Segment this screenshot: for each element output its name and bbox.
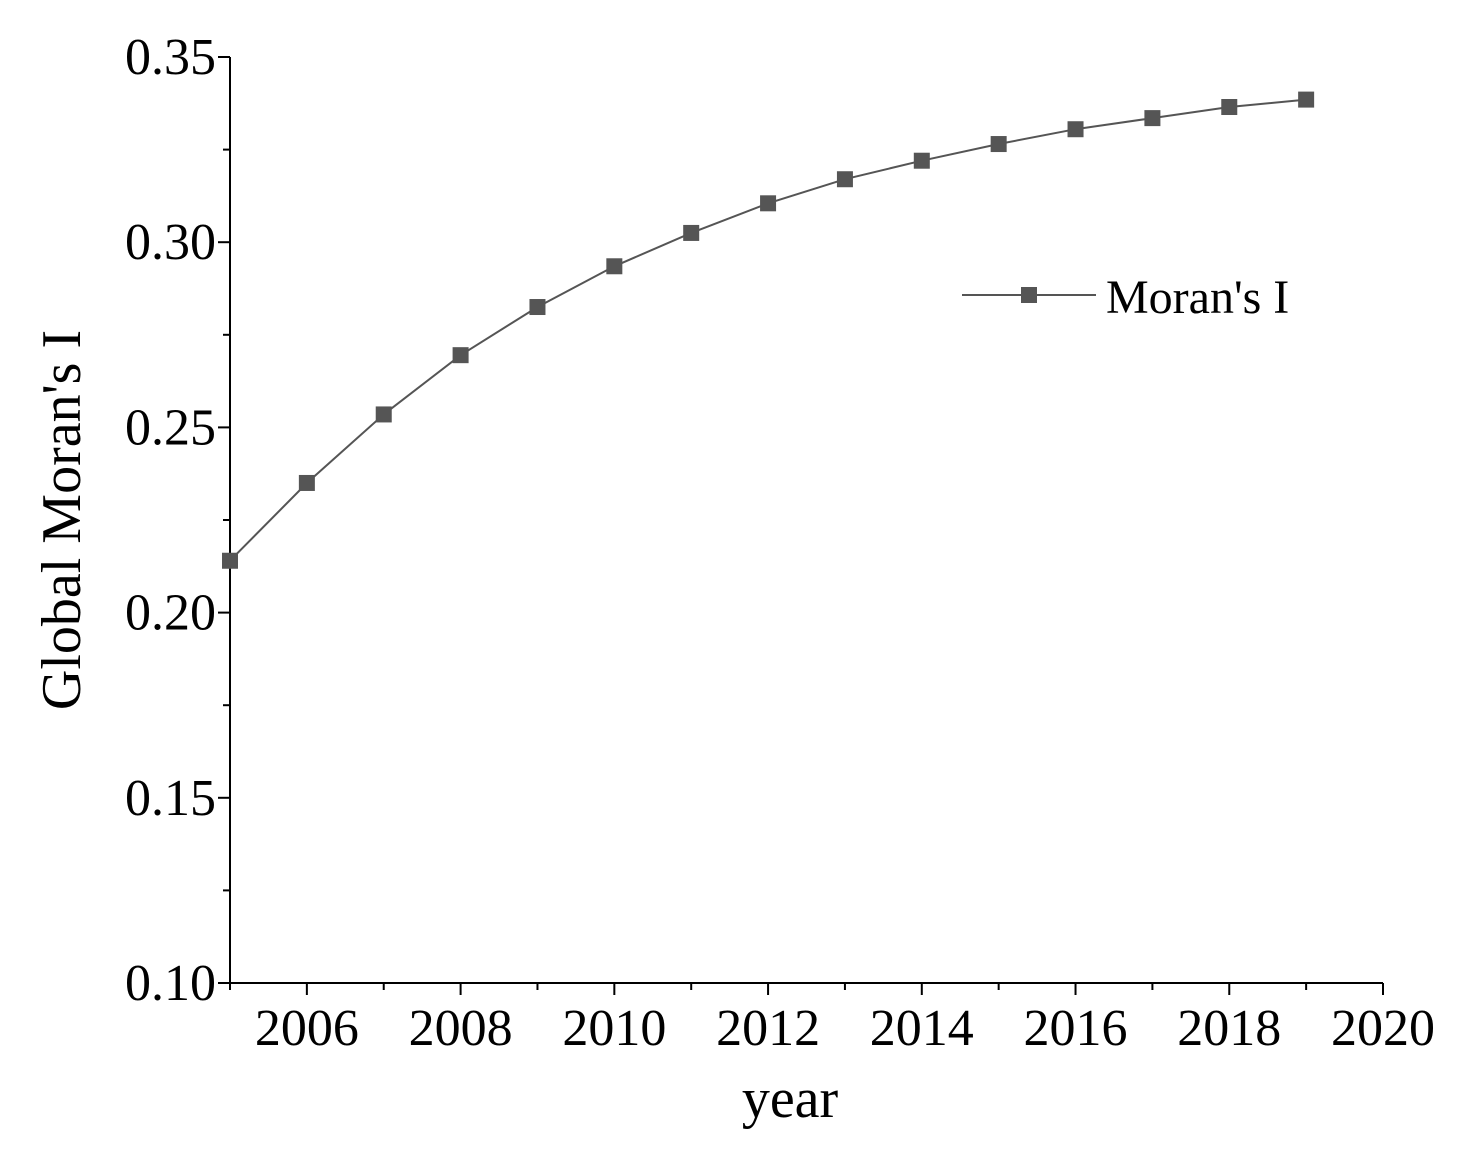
y-tick-label: 0.35 (125, 29, 216, 86)
data-point (836, 171, 853, 188)
x-tick-label: 2006 (255, 1000, 359, 1057)
x-axis-title: year (742, 1068, 839, 1130)
data-point (683, 224, 700, 241)
legend-marker (1021, 287, 1037, 303)
data-point (990, 136, 1007, 153)
data-point (913, 152, 930, 169)
x-tick-label: 2014 (870, 1000, 974, 1057)
data-point (222, 552, 238, 569)
y-tick-label: 0.25 (125, 399, 216, 456)
legend: Moran's I (962, 271, 1289, 324)
axes (229, 57, 1383, 984)
x-tick-label: 2016 (1024, 1000, 1128, 1057)
y-tick-label: 0.20 (125, 585, 216, 642)
x-axis-ticks: 2006 2008 2010 2012 2014 2016 2018 2020 (229, 983, 1435, 1057)
series-line (229, 98, 1307, 562)
data-point (606, 258, 623, 275)
x-tick-label: 2010 (562, 1000, 666, 1057)
y-axis-ticks: 0.10 0.15 0.20 0.25 0.30 0.35 (125, 29, 230, 1012)
y-tick-label: 0.15 (125, 770, 216, 827)
data-point (529, 299, 546, 316)
x-tick-label: 2020 (1331, 1000, 1435, 1057)
data-point (452, 347, 469, 364)
legend-label: Moran's I (1106, 271, 1289, 324)
x-tick-label: 2012 (716, 1000, 820, 1057)
y-tick-label: 0.10 (125, 955, 216, 1012)
data-point (760, 195, 777, 212)
plot-area (222, 91, 1315, 569)
data-point (1298, 91, 1315, 108)
y-axis-title: Global Moran's I (31, 330, 93, 710)
x-tick-label: 2018 (1177, 1000, 1281, 1057)
data-point (1067, 121, 1084, 138)
data-point (1144, 110, 1161, 127)
data-point (375, 406, 392, 423)
y-tick-label: 0.30 (125, 214, 216, 271)
x-tick-label: 2008 (409, 1000, 513, 1057)
data-point (298, 474, 315, 491)
data-point (1221, 99, 1238, 116)
